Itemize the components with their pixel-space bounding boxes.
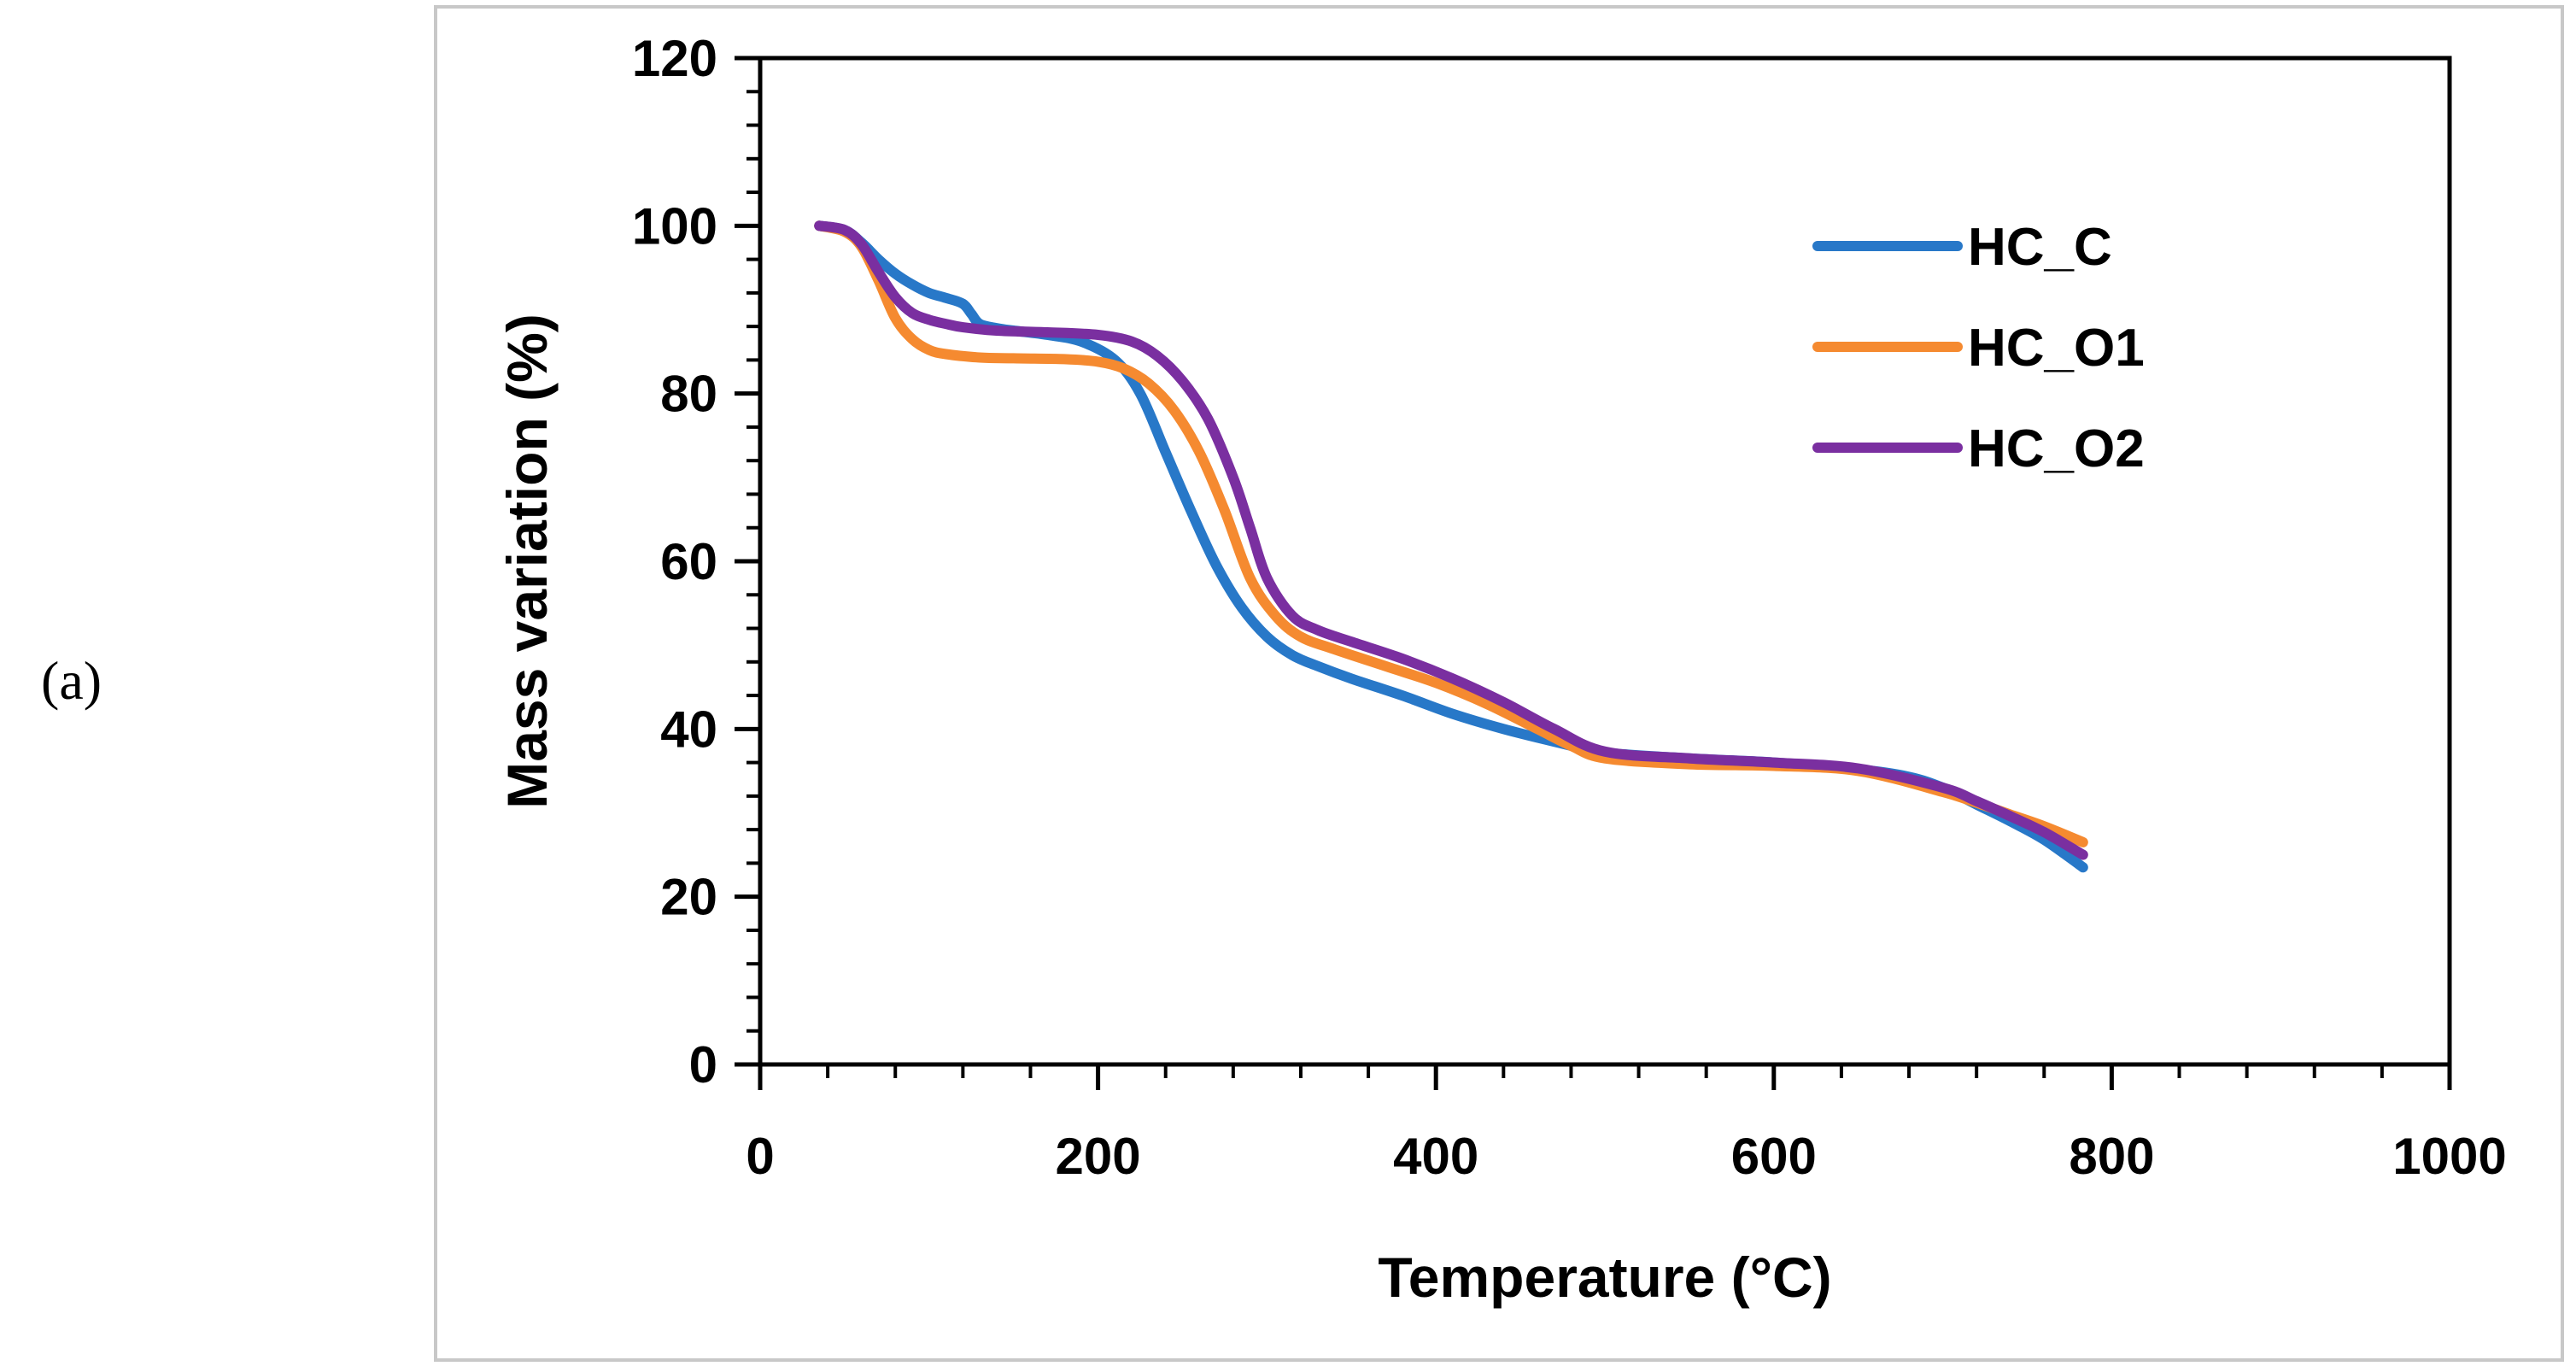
x-tick-label: 0	[746, 1128, 774, 1185]
tick-labels: 0 200 400 600 800 1000 0 20 40 60 80 100 120	[632, 30, 2507, 1185]
y-tick-label: 40	[660, 701, 717, 758]
legend-label: HC_O1	[1968, 319, 2145, 378]
x-tick-label: 600	[1731, 1128, 1817, 1185]
x-tick-label: 800	[2069, 1128, 2154, 1185]
axis-ticks	[735, 56, 2452, 1090]
x-axis-title: Temperature (°C)	[1378, 1246, 1831, 1309]
plot-area-border	[758, 56, 2452, 1067]
x-tick-label: 400	[1393, 1128, 1478, 1185]
y-axis-title: Mass variation (%)	[495, 314, 559, 809]
panel-label: (a)	[41, 650, 102, 711]
x-tick-label: 200	[1056, 1128, 1141, 1185]
legend-label: HC_O2	[1968, 419, 2145, 478]
y-tick-label: 60	[660, 533, 717, 590]
y-tick-label: 80	[660, 366, 717, 423]
chart-frame	[434, 5, 2564, 1362]
y-tick-label: 120	[632, 30, 717, 87]
x-tick-label: 1000	[2392, 1128, 2506, 1185]
series-line-hc-o1	[814, 220, 2088, 847]
y-tick-label: 100	[632, 197, 717, 255]
legend: HC_C HC_O1 HC_O2	[1812, 218, 2145, 478]
series-lines	[814, 220, 2088, 873]
y-tick-label: 0	[689, 1036, 717, 1093]
series-line-hc-o2	[814, 220, 2088, 860]
legend-label: HC_C	[1968, 218, 2112, 277]
y-tick-label: 20	[660, 869, 717, 926]
